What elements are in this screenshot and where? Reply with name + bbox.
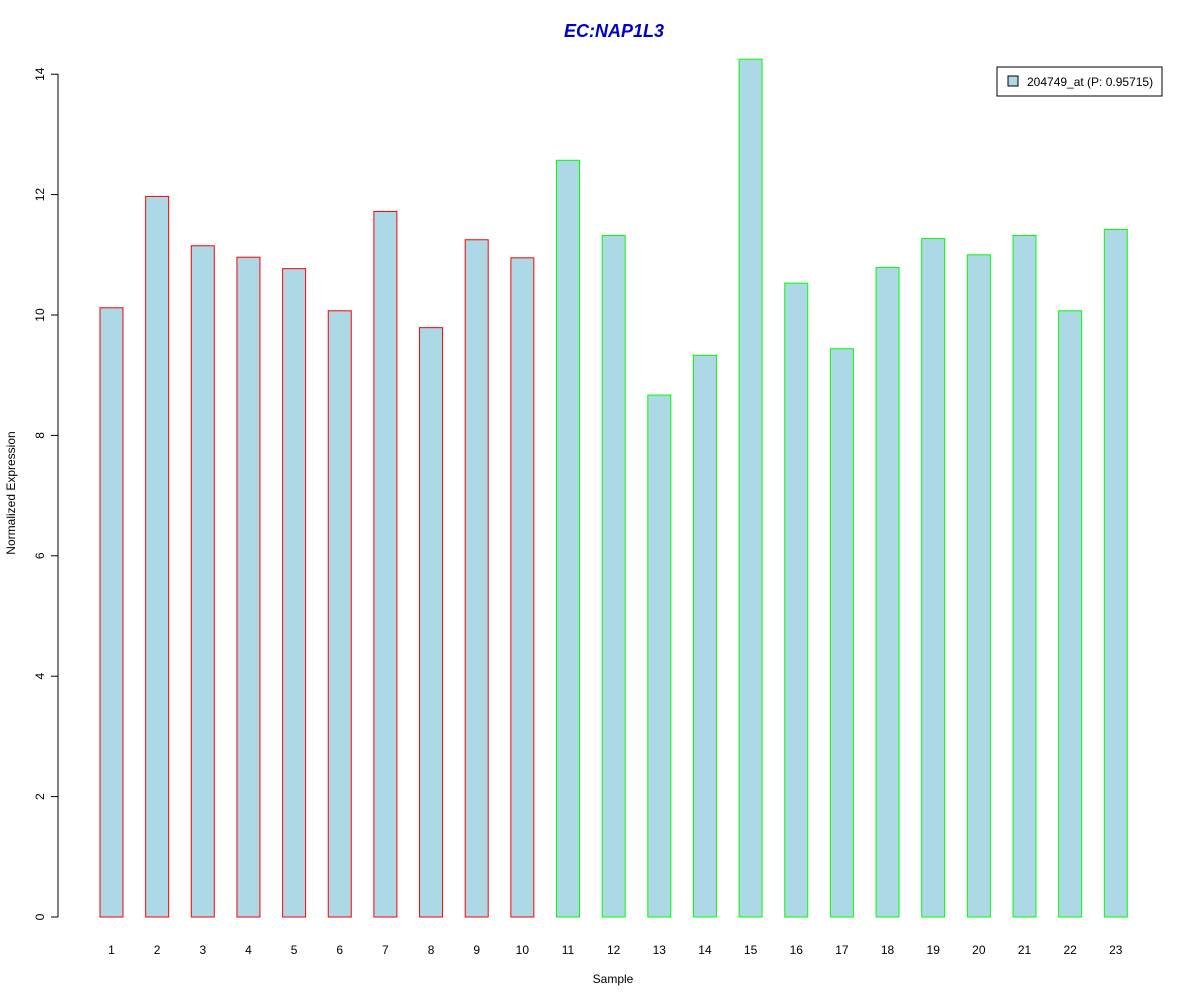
bar-sample-14 bbox=[692, 354, 717, 918]
bar-sample-4 bbox=[236, 256, 261, 918]
x-tick-label: 7 bbox=[382, 943, 389, 957]
bar-sample-8 bbox=[419, 327, 444, 918]
legend: 204749_at (P: 0.95715) bbox=[996, 66, 1163, 97]
bar-sample-6 bbox=[327, 310, 352, 918]
x-tick-label: 21 bbox=[1018, 943, 1032, 957]
bar-sample-15 bbox=[738, 58, 763, 918]
y-tick-label: 14 bbox=[33, 67, 47, 81]
bar-sample-7 bbox=[373, 210, 398, 918]
bar-sample-2 bbox=[145, 195, 170, 918]
x-tick-label: 10 bbox=[516, 943, 530, 957]
x-tick-label: 4 bbox=[245, 943, 252, 957]
x-tick-label: 11 bbox=[562, 943, 575, 957]
bar-sample-21 bbox=[1012, 235, 1037, 918]
legend-label: 204749_at (P: 0.95715) bbox=[1027, 75, 1153, 89]
x-tick-label: 6 bbox=[336, 943, 343, 957]
bar-sample-11 bbox=[556, 159, 580, 918]
x-tick-label: 17 bbox=[835, 943, 849, 957]
x-tick-label: 2 bbox=[154, 943, 161, 957]
bar-sample-18 bbox=[875, 266, 900, 918]
x-tick-label: 22 bbox=[1063, 943, 1077, 957]
bar-sample-17 bbox=[829, 348, 854, 918]
x-tick-label: 8 bbox=[428, 943, 435, 957]
y-tick-label: 12 bbox=[33, 188, 47, 202]
y-tick-label: 10 bbox=[33, 308, 47, 322]
x-tick-label: 16 bbox=[790, 943, 804, 957]
y-tick-label: 0 bbox=[33, 913, 47, 920]
bar-sample-3 bbox=[190, 245, 215, 918]
bar-sample-10 bbox=[510, 257, 535, 918]
x-tick-label: 9 bbox=[473, 943, 480, 957]
x-tick-labels: 1 2 3 4 5 6 7 8 9 10 11 12 13 14 15 16 17 18 19 20 21 22 23 bbox=[108, 943, 1123, 957]
bar-sample-12 bbox=[601, 235, 626, 918]
bar-sample-13 bbox=[647, 394, 672, 918]
bar-sample-23 bbox=[1103, 229, 1128, 918]
y-tick-label: 4 bbox=[33, 673, 47, 680]
x-tick-label: 19 bbox=[927, 943, 941, 957]
x-tick-label: 5 bbox=[291, 943, 298, 957]
bar-sample-9 bbox=[464, 239, 489, 918]
y-axis-label: Normalized Expression bbox=[4, 431, 18, 554]
bar-sample-20 bbox=[966, 254, 991, 918]
x-tick-label: 20 bbox=[972, 943, 986, 957]
bar-sample-5 bbox=[282, 268, 307, 918]
x-tick-label: 18 bbox=[881, 943, 895, 957]
x-tick-label: 12 bbox=[607, 943, 621, 957]
bar-sample-1 bbox=[99, 307, 124, 918]
x-tick-label: 23 bbox=[1109, 943, 1123, 957]
x-tick-label: 13 bbox=[653, 943, 667, 957]
y-tick-label: 2 bbox=[33, 793, 47, 800]
x-axis-label: Sample bbox=[593, 972, 634, 986]
bar-sample-16 bbox=[784, 282, 809, 918]
bar-sample-22 bbox=[1058, 310, 1083, 918]
y-axis: 0 2 4 6 8 10 12 14 bbox=[33, 67, 59, 920]
x-tick-label: 3 bbox=[199, 943, 206, 957]
legend-swatch bbox=[1007, 75, 1019, 87]
chart-title: EC:NAP1L3 bbox=[564, 21, 664, 41]
bars-group bbox=[99, 58, 1128, 918]
legend-box bbox=[996, 66, 1163, 97]
x-tick-label: 14 bbox=[698, 943, 712, 957]
y-tick-label: 8 bbox=[33, 432, 47, 439]
x-tick-label: 15 bbox=[744, 943, 758, 957]
x-tick-label: 1 bbox=[108, 943, 115, 957]
bar-sample-19 bbox=[921, 238, 946, 918]
y-tick-label: 6 bbox=[33, 552, 47, 559]
